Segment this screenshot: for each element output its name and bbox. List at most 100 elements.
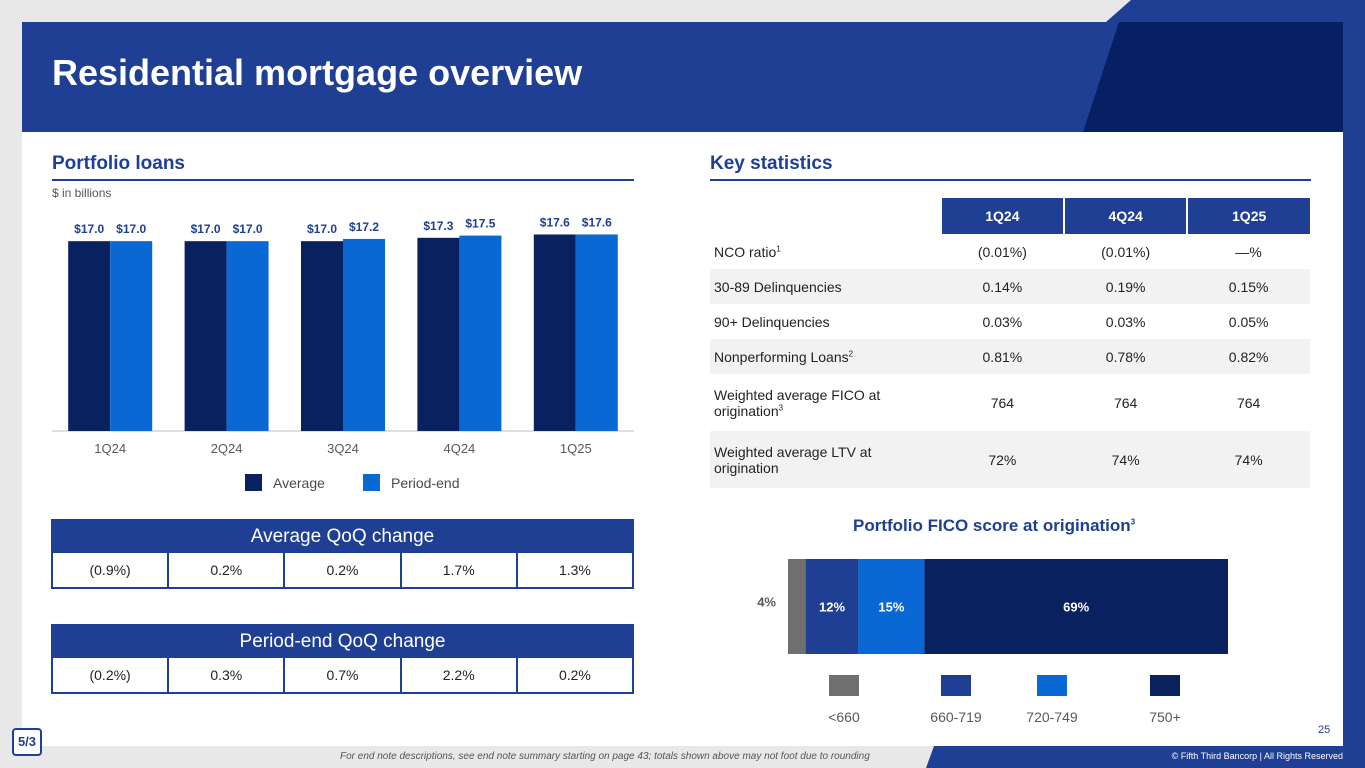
fico-legend-swatch [829, 675, 859, 696]
fico-segment-660-719 [805, 559, 859, 654]
footnote-marker: 1 [776, 243, 781, 253]
stats-label-text: 90+ Delinquencies [714, 313, 830, 330]
fico-legend-swatch [1037, 675, 1067, 696]
stats-cell: 74% [1064, 431, 1188, 488]
fico-legend-swatch [1150, 675, 1180, 696]
fico-segment-750+ [924, 559, 1228, 654]
fico-legend-label: 660-719 [930, 709, 982, 725]
stats-label-text: NCO ratio [714, 243, 777, 260]
fico-title-text: Portfolio FICO score at origination [853, 516, 1131, 535]
average-qoq-cell: 1.3% [515, 553, 632, 587]
period-end-qoq-table: Period-end QoQ change (0.2%) 0.3% 0.7% 2… [51, 624, 634, 694]
stats-cell: 0.15% [1187, 269, 1310, 304]
fico-segment-<660 [788, 559, 806, 654]
corner-decoration [1106, 0, 1365, 22]
fico-legend-label: 720-749 [1026, 709, 1078, 725]
stats-cell: 74% [1187, 431, 1310, 488]
average-qoq-cell: (0.9%) [89, 562, 131, 578]
period-end-qoq-cell: (0.2%) [89, 667, 131, 683]
table-row: 30-89 Delinquencies 0.14% 0.19% 0.15% [710, 269, 1310, 304]
stats-title-rule [710, 179, 1311, 181]
bar-average-4Q24 [417, 237, 460, 431]
fico-segment-720-749 [858, 559, 925, 654]
stats-row-label: NCO ratio1 [710, 234, 941, 269]
stats-cell: 0.14% [940, 269, 1065, 304]
table-row: Weighted average LTV at origination 72% … [710, 431, 1310, 488]
stats-cell: 72% [940, 431, 1065, 488]
stats-row-label: 90+ Delinquencies [710, 304, 941, 339]
fico-chart: 4% 12% 15% 69% <660 660-719 720-749 750+ [757, 559, 1228, 725]
stats-row-label: Weighted average LTV at origination [710, 431, 941, 488]
data-label: $17.0 [74, 222, 104, 236]
legend-average-swatch [245, 474, 262, 491]
table-row: Nonperforming Loans2 0.81% 0.78% 0.82% [710, 339, 1310, 374]
table-row: Weighted average FICO at origination3 76… [710, 374, 1310, 431]
stats-header-cell: 1Q24 [939, 198, 1065, 234]
average-qoq-cell: 0.2% [283, 553, 399, 587]
stats-header-cell: 4Q24 [1063, 198, 1188, 234]
stats-cell: 764 [1236, 394, 1261, 411]
legend-period-end-swatch [363, 474, 380, 491]
x-tick-label: 2Q24 [211, 441, 243, 456]
footnote-marker: 2 [848, 348, 854, 358]
stats-cell: 0.81% [940, 339, 1065, 374]
stats-row-label: Nonperforming Loans2 [710, 339, 941, 374]
portfolio-loans-title: Portfolio loans [52, 153, 185, 174]
edge-decoration [1343, 0, 1365, 768]
footnote-marker: 3 [1130, 517, 1136, 527]
fico-legend-swatch [941, 675, 971, 696]
fico-data-label: 15% [878, 600, 904, 615]
data-label: $17.0 [116, 222, 146, 236]
data-label: $17.6 [582, 215, 612, 229]
data-label: $17.6 [540, 215, 570, 229]
average-qoq-table: Average QoQ change (0.9%) 0.2% 0.2% 1.7%… [51, 519, 634, 589]
portfolio-loans-chart: $17.0 $17.0 1Q24 $17.0 $17.0 2Q24 $17.0 $17.2 3Q… [52, 215, 634, 456]
fifth-third-logo: 5/3 [12, 728, 42, 756]
bar-period-end-1Q24 [110, 241, 153, 431]
stats-header-cell: 1Q25 [1186, 198, 1310, 234]
stats-header-blank [710, 198, 941, 234]
data-label: $17.0 [307, 222, 337, 236]
fico-data-label: 4% [757, 595, 776, 610]
stats-cell: 0.03% [1105, 313, 1146, 330]
data-label: $17.0 [191, 222, 221, 236]
stats-cell: 0.19% [1064, 269, 1188, 304]
fico-data-label: 69% [1063, 600, 1089, 615]
bar-period-end-2Q24 [226, 241, 269, 431]
x-tick-label: 1Q24 [94, 441, 126, 456]
stats-label-text: Weighted average FICO at origination [714, 386, 881, 419]
bar-period-end-3Q24 [343, 238, 385, 431]
title-band-accent [1083, 22, 1343, 132]
period-end-qoq-cell: 0.7% [283, 658, 399, 692]
bar-average-3Q24 [301, 241, 343, 431]
data-label: $17.2 [349, 220, 379, 234]
stats-cell: (0.01%) [1101, 243, 1151, 260]
page-title: Residential mortgage overview [52, 52, 583, 93]
stats-cell: 0.78% [1064, 339, 1188, 374]
footer-band [926, 746, 1365, 768]
key-statistics-table: 1Q24 4Q24 1Q25 NCO ratio1 (0.01%) (0.01%… [710, 198, 1310, 488]
stats-cell: 0.82% [1187, 339, 1310, 374]
stats-header-row: 1Q24 4Q24 1Q25 [710, 198, 1310, 234]
page-number: 25 [1318, 724, 1331, 736]
table-row: NCO ratio1 (0.01%) (0.01%) —% [710, 234, 1310, 269]
data-label: $17.0 [233, 222, 263, 236]
average-qoq-cell: 0.2% [167, 553, 283, 587]
bar-average-2Q24 [184, 241, 227, 431]
bar-period-end-1Q25 [575, 234, 618, 431]
legend-average-label: Average [273, 474, 325, 491]
period-end-qoq-title: Period-end QoQ change [53, 626, 632, 658]
period-end-qoq-cell: 2.2% [399, 658, 516, 692]
bar-average-1Q25 [533, 234, 576, 431]
period-end-qoq-cell: 0.3% [167, 658, 283, 692]
stats-label-text: Nonperforming Loans [714, 348, 849, 365]
average-qoq-title: Average QoQ change [53, 521, 632, 553]
x-tick-label: 3Q24 [327, 441, 359, 456]
stats-cell: —% [1235, 243, 1262, 260]
fico-legend-label: 750+ [1149, 709, 1181, 725]
stats-row-label: 30-89 Delinquencies [710, 269, 941, 304]
stats-cell: 0.03% [982, 313, 1023, 330]
key-statistics-title: Key statistics [710, 153, 833, 174]
fico-chart-title: Portfolio FICO score at origination3 [853, 516, 1135, 536]
average-qoq-cell: 1.7% [399, 553, 516, 587]
